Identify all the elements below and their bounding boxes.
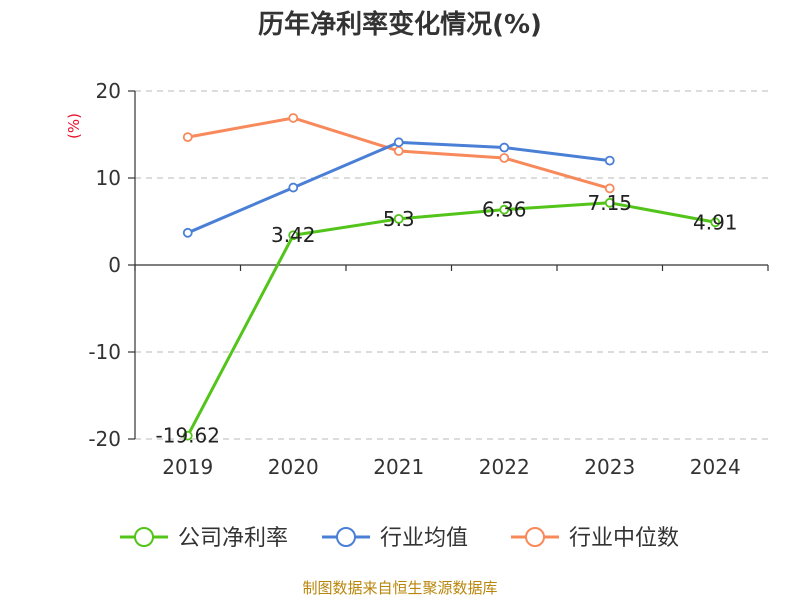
data-point [499, 142, 510, 153]
data-labels: -19.62 3.42 5.3 6.36 7.15 4.91 [156, 191, 738, 448]
data-point [182, 430, 193, 441]
data-point [288, 182, 299, 193]
y-tick-label: 10 [96, 166, 121, 190]
data-point [182, 227, 193, 238]
data-label: 7.15 [587, 191, 632, 215]
data-label: 4.91 [693, 210, 738, 234]
x-tick-label: 2024 [690, 455, 741, 479]
y-tick-label: 20 [96, 79, 121, 103]
data-point [288, 113, 299, 123]
x-tick-label: 2019 [162, 455, 213, 479]
data-label: 5.3 [383, 207, 415, 231]
data-point [393, 213, 404, 224]
legend-label: 公司净利率 [178, 526, 288, 551]
y-tick-label: -20 [88, 427, 121, 451]
x-tick-label: 2021 [373, 455, 424, 479]
data-point [499, 153, 510, 163]
data-label: 3.42 [271, 223, 316, 247]
data-point [604, 197, 615, 208]
legend-item[interactable]: 公司净利率 [120, 526, 288, 551]
data-point [182, 132, 193, 143]
data-point [710, 217, 721, 228]
y-tick-label: 0 [108, 253, 121, 277]
data-label: 6.36 [482, 198, 527, 222]
legend-item[interactable]: 行业中位数 [511, 526, 679, 551]
legend-label: 行业均值 [380, 526, 468, 551]
legend[interactable]: 公司净利率 行业均值 行业中位数 [120, 526, 679, 551]
legend-marker [134, 527, 154, 547]
data-point [604, 183, 615, 194]
x-tick-label: 2022 [479, 455, 530, 479]
data-point [499, 204, 510, 215]
data-label: -19.62 [156, 424, 220, 448]
chart-title: 历年净利率变化情况(%) [258, 9, 542, 40]
axes: 20 10 0 -10 -20 2019 2020 2021 2022 2023 2024 [88, 79, 769, 479]
data-point [288, 230, 299, 241]
series-line [186, 201, 716, 437]
legend-label: 行业中位数 [569, 526, 679, 551]
y-tick-label: -10 [88, 340, 121, 364]
legend-item[interactable]: 行业均值 [322, 526, 468, 551]
x-tick-label: 2023 [584, 455, 635, 479]
source-note: 制图数据来自恒生聚源数据库 [302, 579, 497, 597]
data-point [393, 137, 404, 148]
legend-marker [525, 527, 545, 547]
y-axis-label: (%) [65, 113, 83, 139]
x-tick-label: 2020 [268, 455, 319, 479]
data-point [393, 146, 404, 156]
legend-marker [336, 527, 356, 547]
series-group [182, 113, 721, 441]
data-point [604, 155, 615, 166]
